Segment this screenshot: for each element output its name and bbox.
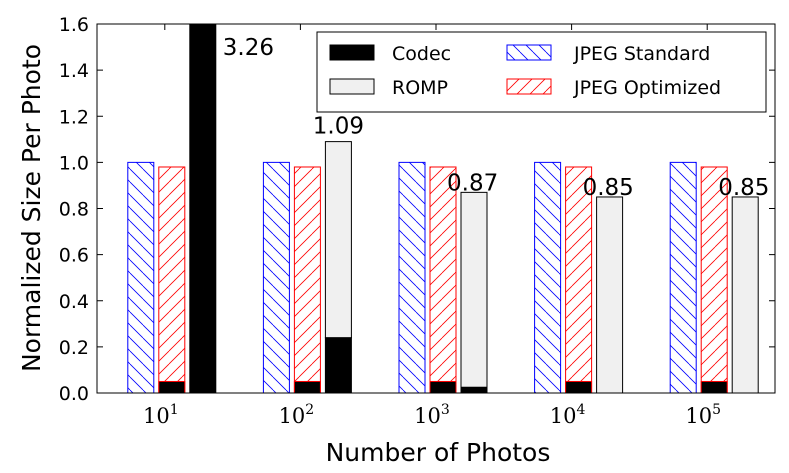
bar-jpeg-standard bbox=[534, 161, 562, 393]
bar-jpeg-optimized-codec-part bbox=[158, 380, 186, 393]
x-tick-label: 103 bbox=[414, 402, 450, 428]
bar-romp bbox=[324, 141, 352, 339]
y-tick-label: 1.2 bbox=[59, 106, 89, 128]
y-tick-label: 1.0 bbox=[59, 152, 89, 174]
legend-swatch-romp bbox=[329, 78, 375, 95]
y-tick-label: 0.8 bbox=[59, 199, 89, 221]
bar-jpeg-optimized bbox=[158, 166, 186, 393]
data-label: 0.87 bbox=[447, 170, 498, 196]
bar-jpeg-optimized-codec-part bbox=[565, 380, 593, 393]
legend-label-codec: Codec bbox=[392, 43, 451, 65]
bar-romp bbox=[596, 196, 624, 393]
x-tick-label: 104 bbox=[550, 402, 586, 428]
bar-jpeg-optimized bbox=[565, 166, 593, 393]
bar-codec bbox=[189, 24, 217, 393]
bar-jpeg-optimized-codec-part bbox=[293, 380, 321, 393]
bar-jpeg-optimized bbox=[429, 166, 457, 393]
data-label: 0.85 bbox=[718, 175, 769, 201]
legend-label-romp: ROMP bbox=[392, 77, 448, 99]
legend-label-jpeg-optimized: JPEG Optimized bbox=[573, 77, 721, 99]
bars-layer bbox=[127, 24, 759, 393]
x-tick-label: 105 bbox=[685, 402, 721, 428]
legend-swatch-jpeg-optimized bbox=[506, 78, 552, 95]
bar-codec bbox=[460, 386, 488, 393]
y-tick-label: 1.4 bbox=[59, 60, 89, 82]
bar-jpeg-optimized-codec-part bbox=[700, 380, 728, 393]
y-tick-label: 1.6 bbox=[59, 14, 89, 36]
bar-romp bbox=[460, 191, 488, 388]
bar-jpeg-optimized-codec-part bbox=[429, 380, 457, 393]
y-axis-label: Normalized Size Per Photo bbox=[17, 44, 46, 372]
y-tick-label: 0.2 bbox=[59, 337, 89, 359]
y-tick-label: 0.0 bbox=[59, 383, 89, 405]
legend: Codec ROMP JPEG Standard JPEG Optimized bbox=[316, 31, 767, 113]
bar-jpeg-optimized bbox=[700, 166, 728, 393]
bar-jpeg-standard bbox=[398, 161, 426, 393]
bar-codec bbox=[324, 337, 352, 393]
x-tick-label: 101 bbox=[143, 402, 179, 428]
x-tick-label: 102 bbox=[279, 402, 315, 428]
data-label: 3.26 bbox=[223, 35, 274, 61]
bar-jpeg-standard bbox=[669, 161, 697, 393]
data-labels-layer: 3.26 1.09 0.87 0.85 0.85 bbox=[223, 35, 770, 201]
legend-swatch-codec bbox=[329, 44, 375, 61]
y-tick-label: 0.4 bbox=[59, 291, 89, 313]
bar-jpeg-standard bbox=[127, 161, 155, 393]
bar-jpeg-optimized bbox=[293, 166, 321, 393]
x-axis-label: Number of Photos bbox=[326, 438, 551, 467]
y-tick-label: 0.6 bbox=[59, 245, 89, 267]
x-axis: 101 102 103 104 105 bbox=[143, 24, 721, 428]
bar-romp bbox=[731, 196, 759, 393]
legend-label-jpeg-standard: JPEG Standard bbox=[573, 43, 710, 65]
legend-swatch-jpeg-standard bbox=[506, 44, 552, 61]
y-axis: 0.0 0.2 0.4 0.6 0.8 1.0 1.2 1.4 1.6 bbox=[59, 14, 775, 405]
data-label: 0.85 bbox=[583, 175, 634, 201]
data-label: 1.09 bbox=[313, 114, 364, 140]
bar-jpeg-standard bbox=[262, 161, 290, 393]
